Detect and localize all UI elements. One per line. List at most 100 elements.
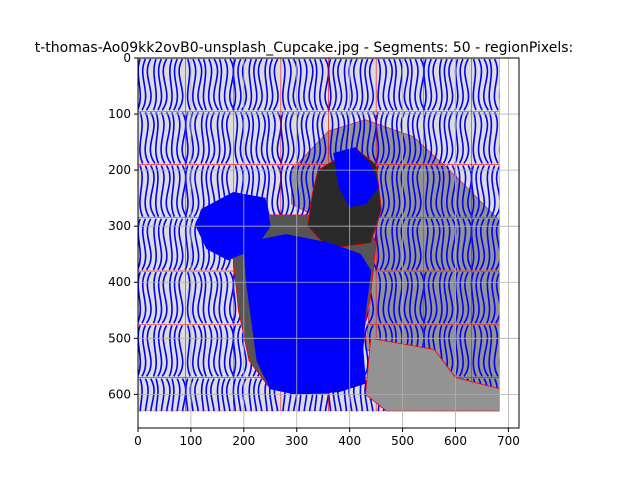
streamline [213, 58, 220, 111]
x-tick-label: 400 [338, 434, 361, 448]
y-tick-label: 600 [108, 387, 131, 401]
streamline [157, 58, 163, 111]
y-tick-label: 300 [108, 219, 131, 233]
streamline [510, 325, 514, 376]
streamline [438, 58, 443, 111]
frosting-right-streamlines [333, 147, 380, 208]
streamline [189, 378, 194, 412]
streamline [213, 271, 220, 324]
streamline [474, 218, 480, 271]
streamline [225, 378, 231, 412]
x-axis: 0 100 200 300 400 500 600 700 [134, 428, 520, 448]
streamline [505, 112, 508, 163]
streamline [220, 112, 226, 164]
streamline [186, 325, 192, 377]
streamline [347, 58, 353, 111]
y-tick-label: 200 [108, 163, 131, 177]
streamline [512, 272, 517, 323]
streamline [207, 271, 214, 324]
streamline [295, 112, 300, 164]
streamline [192, 325, 198, 377]
streamline [266, 112, 271, 164]
streamline [256, 58, 263, 111]
streamline [138, 58, 142, 111]
streamline [408, 271, 414, 324]
streamline [507, 272, 511, 323]
chart-title: t-thomas-Ao09kk2ovB0-unsplash_Cupcake.jp… [35, 40, 574, 56]
streamline [458, 271, 464, 324]
streamline [308, 58, 315, 111]
streamline [160, 378, 165, 412]
streamline [438, 112, 443, 164]
streamline [252, 58, 258, 111]
streamline [406, 112, 411, 164]
streamline [255, 112, 261, 164]
streamline [257, 378, 263, 412]
streamline [493, 58, 499, 111]
streamline [165, 111, 172, 164]
y-tick-label: 400 [108, 275, 131, 289]
streamline [216, 378, 221, 412]
streamline [184, 112, 189, 164]
streamline [472, 325, 477, 377]
streamline [383, 111, 390, 164]
streamline [232, 58, 237, 111]
streamline [234, 112, 239, 164]
streamline [499, 378, 500, 412]
streamline [403, 271, 410, 324]
streamline [483, 324, 489, 377]
streamline [313, 58, 319, 111]
streamline [218, 271, 223, 324]
streamline [379, 218, 385, 271]
streamline [363, 58, 369, 111]
streamline [383, 218, 390, 271]
streamline [382, 58, 388, 111]
streamline [197, 58, 204, 111]
axes-frame [137, 57, 520, 429]
streamline [157, 218, 163, 271]
streamline [161, 218, 168, 271]
streamline [387, 271, 394, 324]
streamline [223, 325, 229, 377]
streamline [197, 324, 204, 377]
streamline [419, 58, 426, 111]
streamline [440, 218, 446, 271]
x-tick-label: 100 [179, 434, 202, 448]
streamline [479, 218, 486, 271]
streamline [144, 112, 150, 164]
streamline [395, 218, 401, 271]
streamline [454, 112, 459, 164]
streamline [303, 58, 309, 111]
streamline [161, 271, 168, 324]
streamline [244, 111, 251, 164]
streamline [176, 378, 181, 412]
streamline [390, 218, 396, 271]
streamline [181, 378, 187, 412]
streamline [398, 271, 404, 324]
streamline [200, 378, 205, 412]
streamline [165, 378, 171, 412]
streamline [188, 112, 195, 164]
streamline [170, 112, 176, 164]
streamline [213, 324, 220, 377]
streamline [454, 325, 459, 377]
plot-area [138, 58, 519, 430]
streamline [324, 58, 331, 111]
streamline [237, 378, 242, 412]
streamline [263, 58, 269, 111]
streamline [202, 58, 207, 111]
streamline [510, 379, 514, 430]
streamline [168, 58, 173, 111]
streamline [155, 378, 159, 412]
streamline [168, 271, 173, 324]
streamline [454, 58, 459, 111]
streamline [505, 325, 508, 376]
streamline [223, 271, 229, 324]
streamline [247, 58, 253, 111]
streamline [173, 58, 179, 111]
streamline [424, 218, 430, 271]
x-tick-label: 300 [285, 434, 308, 448]
streamline [422, 112, 427, 164]
y-tick-label: 500 [108, 331, 131, 345]
